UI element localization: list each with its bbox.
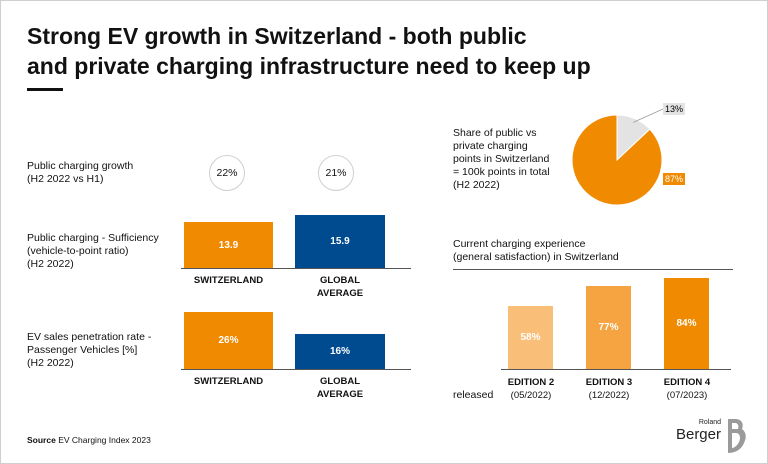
growth-switzerland-circle: 22% [209,155,245,191]
sufficiency-label-line: Public charging - Sufficiency [27,232,159,244]
logo-b-mark-icon [728,419,746,453]
bar-edition-3: 77% [586,286,631,369]
category-label-global-average: GLOBAL AVERAGE [295,274,385,300]
penetration-baseline [181,369,411,370]
category-label-edition-4: EDITION 4 (07/2023) [651,376,723,402]
penetration-label-line: (H2 2022) [27,357,74,369]
penetration-label: EV sales penetration rate - Passenger Ve… [27,331,151,370]
page-title: Strong EV growth in Switzerland - both p… [27,21,667,81]
share-label-line: points in Switzerland [453,153,550,165]
data-label: 15.9 [330,236,350,247]
bar-sufficiency-switzerland: 13.9 [184,222,273,268]
category-line: EDITION 2 [507,377,555,388]
category-line: SWITZERLAND [193,275,264,286]
pie-leader-line [633,108,664,123]
category-label-switzerland: SWITZERLAND [184,375,273,388]
bar-edition-4: 84% [664,278,709,369]
penetration-label-line: EV sales penetration rate - [27,331,152,343]
category-line: EDITION 4 [663,377,711,388]
roland-berger-logo: Roland Berger [675,419,747,453]
sufficiency-baseline [181,268,411,269]
experience-label: Current charging experience (general sat… [453,238,619,264]
data-label: 26% [218,335,239,346]
category-label-global-average: GLOBAL AVERAGE [295,375,385,401]
title-underline [27,88,63,91]
growth-label-line: Public charging growth [27,160,134,172]
growth-label: Public charging growth (H2 2022 vs H1) [27,160,133,186]
bar-edition-2: 58% [508,306,553,369]
growth-switzerland-value: 22% [216,167,238,179]
data-label: 13.9 [218,239,239,251]
category-subline: (07/2023) [666,390,708,401]
category-line: AVERAGE [316,288,364,299]
title-line-2: and private charging infrastructure need… [27,53,591,79]
share-label-line: Share of public vs [453,127,537,139]
category-line: GLOBAL [319,275,361,286]
experience-label-line: (general satisfaction) in Switzerland [453,251,619,263]
category-label-edition-2: EDITION 2 (05/2022) [495,376,567,402]
share-label: Share of public vs private charging poin… [453,127,550,192]
share-label-line: (H2 2022) [453,179,500,191]
title-line-1: Strong EV growth in Switzerland - both p… [27,23,527,49]
experience-label-line: Current charging experience [453,238,586,250]
category-line: GLOBAL [319,376,361,387]
sufficiency-label: Public charging - Sufficiency (vehicle-t… [27,232,159,271]
category-label-edition-3: EDITION 3 (12/2022) [573,376,645,402]
share-label-line: private charging [453,140,528,152]
experience-baseline [501,369,731,370]
sufficiency-label-line: (vehicle-to-point ratio) [27,245,129,257]
data-label: 58% [520,332,541,343]
share-pie-chart [571,108,664,206]
pie-label-private-text: 87% [665,174,684,184]
bar-penetration-switzerland: 26% [184,312,273,369]
data-label: 16% [329,346,350,357]
data-label: 77% [598,322,619,333]
logo-small-text: Roland [698,419,721,426]
source-bold: Source [27,435,56,445]
pie-slice-private [571,114,663,206]
pie-label-public: 13% [663,103,686,115]
category-line: EDITION 3 [585,377,633,388]
growth-label-line: (H2 2022 vs H1) [27,173,104,185]
growth-global-value: 21% [325,167,347,179]
bar-penetration-global: 16% [295,334,385,369]
experience-top-rule [453,269,733,270]
released-label: released [453,389,493,402]
category-label-switzerland: SWITZERLAND [184,274,273,287]
source-text: EV Charging Index 2023 [58,435,151,445]
growth-global-circle: 21% [318,155,354,191]
pie-label-private: 87% [663,173,686,185]
sufficiency-label-line: (H2 2022) [27,258,74,270]
category-subline: (12/2022) [588,390,630,401]
pie-label-public-text: 13% [665,104,684,114]
share-label-line: = 100k points in total [453,166,550,178]
category-line: AVERAGE [316,389,364,400]
bar-sufficiency-global: 15.9 [295,215,385,268]
data-label: 84% [676,318,697,329]
logo-big-text: Berger [675,426,721,443]
penetration-label-line: Passenger Vehicles [%] [27,344,138,356]
released-text: released [453,389,494,401]
category-subline: (05/2022) [510,390,552,401]
category-line: SWITZERLAND [193,376,264,387]
source-note: Source EV Charging Index 2023 [27,435,151,445]
